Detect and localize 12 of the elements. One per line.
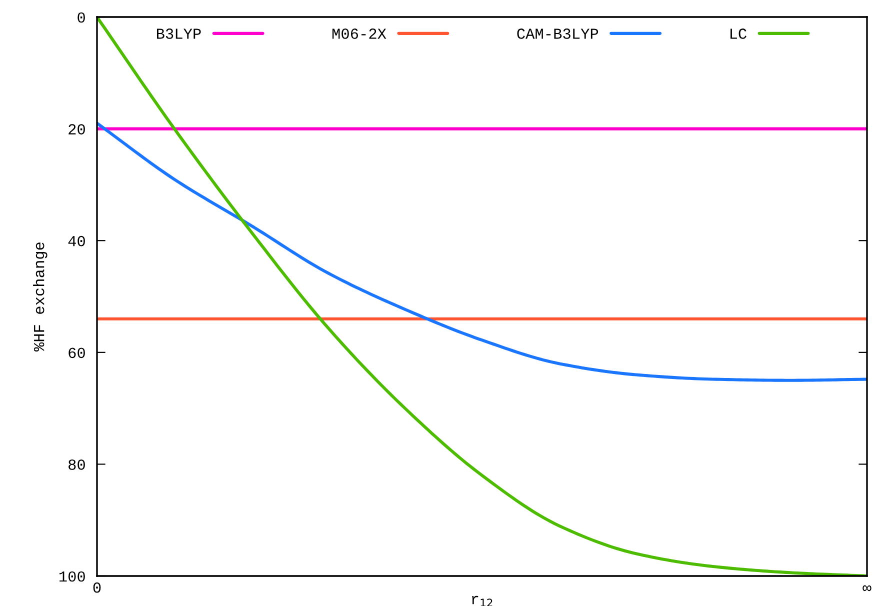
y-tick-label: 20 (68, 124, 85, 134)
legend-label: LC (730, 28, 746, 39)
legend-label: CAM-B3LYP (517, 28, 598, 39)
y-axis-title: %HF exchange (33, 242, 48, 352)
legend-label: B3LYP (157, 28, 201, 39)
y-tick-label: 100 (59, 571, 85, 582)
x-tick-label: ∞ (862, 585, 872, 592)
legend-label: M06-2X (332, 28, 386, 39)
y-tick-label: 40 (68, 236, 85, 246)
y-tick-label: 0 (78, 12, 85, 23)
y-tick-label: 60 (68, 348, 85, 358)
y-tick-label: 80 (68, 460, 85, 470)
